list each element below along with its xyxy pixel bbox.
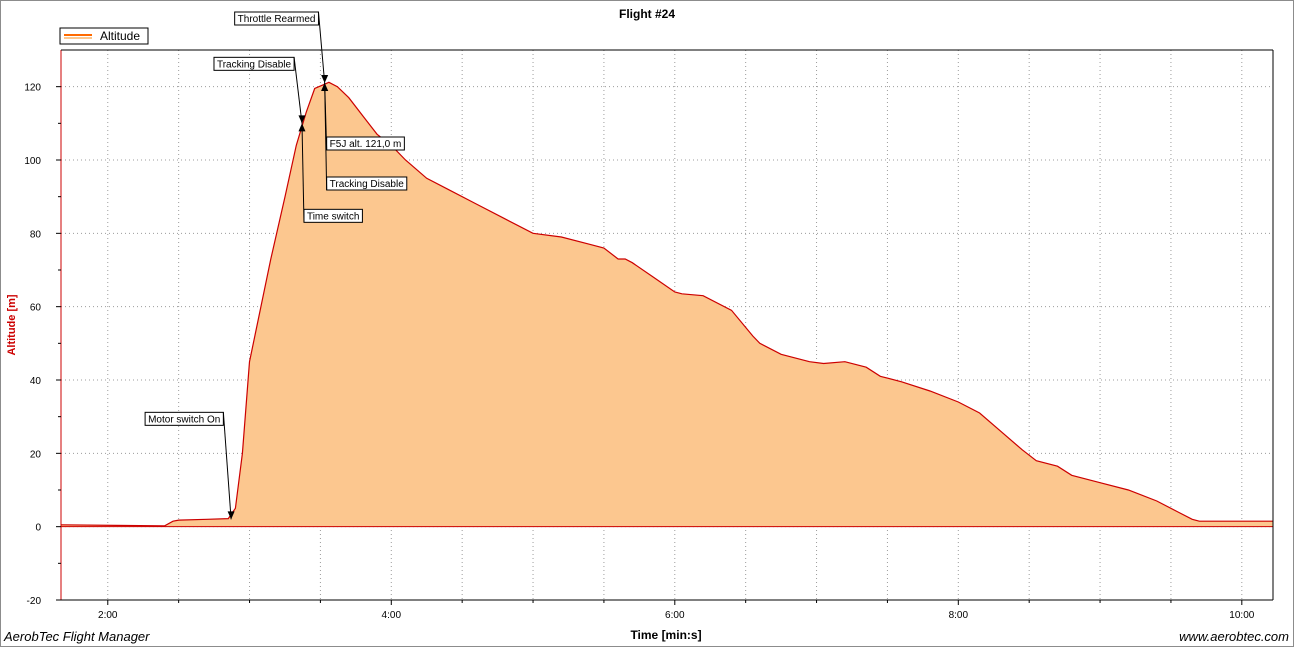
annotation-leader bbox=[301, 123, 305, 223]
annotation-label: Time switch bbox=[307, 211, 359, 222]
chart-title: Flight #24 bbox=[619, 7, 675, 21]
annotations: Motor switch On Tracking Disable Throttle … bbox=[144, 11, 408, 520]
x-tick-label: 4:00 bbox=[382, 610, 402, 621]
y-tick-label: 120 bbox=[24, 83, 41, 94]
annotation-label: Motor switch On bbox=[148, 414, 220, 425]
y-tick-label: 0 bbox=[35, 523, 41, 534]
y-tick-label: -20 bbox=[27, 596, 42, 607]
annotation-leader bbox=[293, 57, 303, 124]
annotation-label: Tracking Disable bbox=[217, 59, 292, 70]
x-tick-label: 10:00 bbox=[1229, 610, 1254, 621]
annotation: F5J alt. 121,0 m bbox=[321, 82, 405, 151]
annotation-leader bbox=[324, 82, 328, 191]
annotation-arrowhead bbox=[321, 75, 329, 83]
plot-axes bbox=[60, 49, 1274, 601]
y-tick-label: 20 bbox=[30, 449, 42, 460]
y-tick-label: 100 bbox=[24, 156, 41, 167]
annotation-arrowhead bbox=[321, 83, 329, 91]
altitude-line bbox=[60, 81, 1273, 527]
y-tick-label: 40 bbox=[30, 376, 42, 387]
annotation: Throttle Rearmed bbox=[234, 11, 329, 84]
legend-label-altitude: Altitude bbox=[100, 29, 140, 43]
annotation-label: F5J alt. 121,0 m bbox=[330, 139, 402, 150]
y-tick-label: 60 bbox=[30, 303, 42, 314]
x-tick-label: 8:00 bbox=[949, 610, 969, 621]
y-axis-ticks: -20 0 20 40 60 80 100 120 bbox=[24, 83, 61, 607]
annotation-box bbox=[213, 56, 295, 71]
y-tick-label: 80 bbox=[30, 229, 42, 240]
x-tick-label: 6:00 bbox=[665, 610, 685, 621]
x-axis-ticks: 2:00 4:00 6:00 8:00 10:00 bbox=[98, 600, 1255, 621]
annotation: Time switch bbox=[298, 123, 363, 223]
annotation-label: Tracking Disable bbox=[330, 179, 405, 190]
x-tick-label: 2:00 bbox=[98, 610, 118, 621]
x-axis-label: Time [min:s] bbox=[630, 628, 701, 642]
altitude-series bbox=[60, 81, 1273, 528]
annotation-leader bbox=[222, 412, 232, 520]
annotation-label: Throttle Rearmed bbox=[238, 14, 316, 25]
footer-website: www.aerobtec.com bbox=[1179, 629, 1289, 644]
legend-box bbox=[59, 27, 149, 45]
footer-app-name: AerobTec Flight Manager bbox=[3, 629, 150, 644]
annotation-arrowhead bbox=[298, 123, 306, 132]
annotation: Tracking Disable bbox=[213, 56, 306, 124]
altitude-area bbox=[61, 82, 1273, 527]
annotation-leader bbox=[317, 11, 326, 84]
annotation-arrowhead bbox=[298, 115, 306, 124]
y-axis-label: Altitude [m] bbox=[6, 294, 18, 355]
annotation-arrowhead bbox=[227, 511, 235, 520]
legend: Altitude bbox=[59, 27, 149, 45]
annotation: Tracking Disable bbox=[321, 82, 408, 191]
annotation: Motor switch On bbox=[144, 411, 235, 520]
annotation-box bbox=[234, 11, 319, 26]
